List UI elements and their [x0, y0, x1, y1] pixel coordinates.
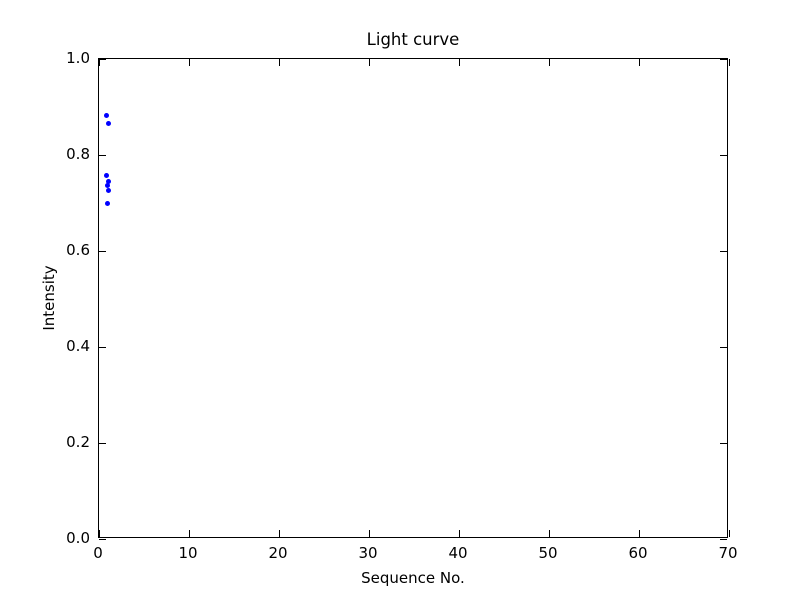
y-axis-tick — [720, 539, 727, 540]
y-axis-tick — [720, 443, 727, 444]
y-axis-tick — [99, 539, 106, 540]
x-axis-tick-label: 70 — [718, 544, 738, 562]
x-axis-tick — [369, 59, 370, 66]
y-axis-tick-label: 0.2 — [66, 433, 90, 451]
data-point — [103, 173, 109, 179]
plot-area — [98, 58, 730, 540]
data-point — [105, 200, 111, 206]
x-axis-tick-label: 20 — [268, 544, 288, 562]
data-point — [104, 112, 110, 118]
x-axis-tick — [459, 59, 460, 66]
x-axis-tick — [639, 530, 640, 537]
data-point — [105, 179, 111, 185]
y-axis-tick — [720, 347, 727, 348]
x-axis-label: Sequence No. — [361, 569, 465, 587]
x-axis-tick — [549, 530, 550, 537]
chart-title: Light curve — [366, 30, 460, 49]
x-axis-tick-label: 60 — [628, 544, 648, 562]
y-axis-label: Intensity — [40, 265, 58, 331]
x-axis-tick — [639, 59, 640, 66]
x-axis-tick — [729, 59, 730, 66]
y-axis-tick — [720, 155, 727, 156]
x-axis-tick — [279, 59, 280, 66]
x-axis-tick — [369, 530, 370, 537]
y-axis-tick-label: 0.6 — [66, 241, 90, 259]
y-axis-tick-label: 1.0 — [66, 49, 90, 67]
y-axis-tick — [99, 443, 106, 444]
x-axis-tick — [459, 530, 460, 537]
x-axis-tick-label: 10 — [178, 544, 198, 562]
x-axis-tick-label: 0 — [93, 544, 103, 562]
y-axis-tick — [99, 155, 106, 156]
x-axis-tick — [99, 530, 100, 537]
x-axis-tick — [189, 59, 190, 66]
x-axis-tick-label: 50 — [538, 544, 558, 562]
data-point — [104, 182, 110, 188]
x-axis-tick — [729, 530, 730, 537]
x-axis-tick — [99, 59, 100, 66]
y-axis-tick — [720, 59, 727, 60]
x-axis-tick — [549, 59, 550, 66]
y-axis-tick-label: 0.8 — [66, 145, 90, 163]
x-axis-tick — [189, 530, 190, 537]
y-axis-tick-label: 0.4 — [66, 337, 90, 355]
data-point — [105, 120, 111, 126]
y-axis-tick — [99, 59, 106, 60]
x-axis-tick — [279, 530, 280, 537]
y-axis-tick — [99, 251, 106, 252]
scatter-series-light-curve — [99, 59, 727, 537]
y-axis-tick — [720, 251, 727, 252]
data-point — [106, 187, 112, 193]
y-axis-tick-label: 0.0 — [66, 529, 90, 547]
x-axis-tick-label: 30 — [358, 544, 378, 562]
x-axis-tick-label: 40 — [448, 544, 468, 562]
y-axis-tick — [99, 347, 106, 348]
